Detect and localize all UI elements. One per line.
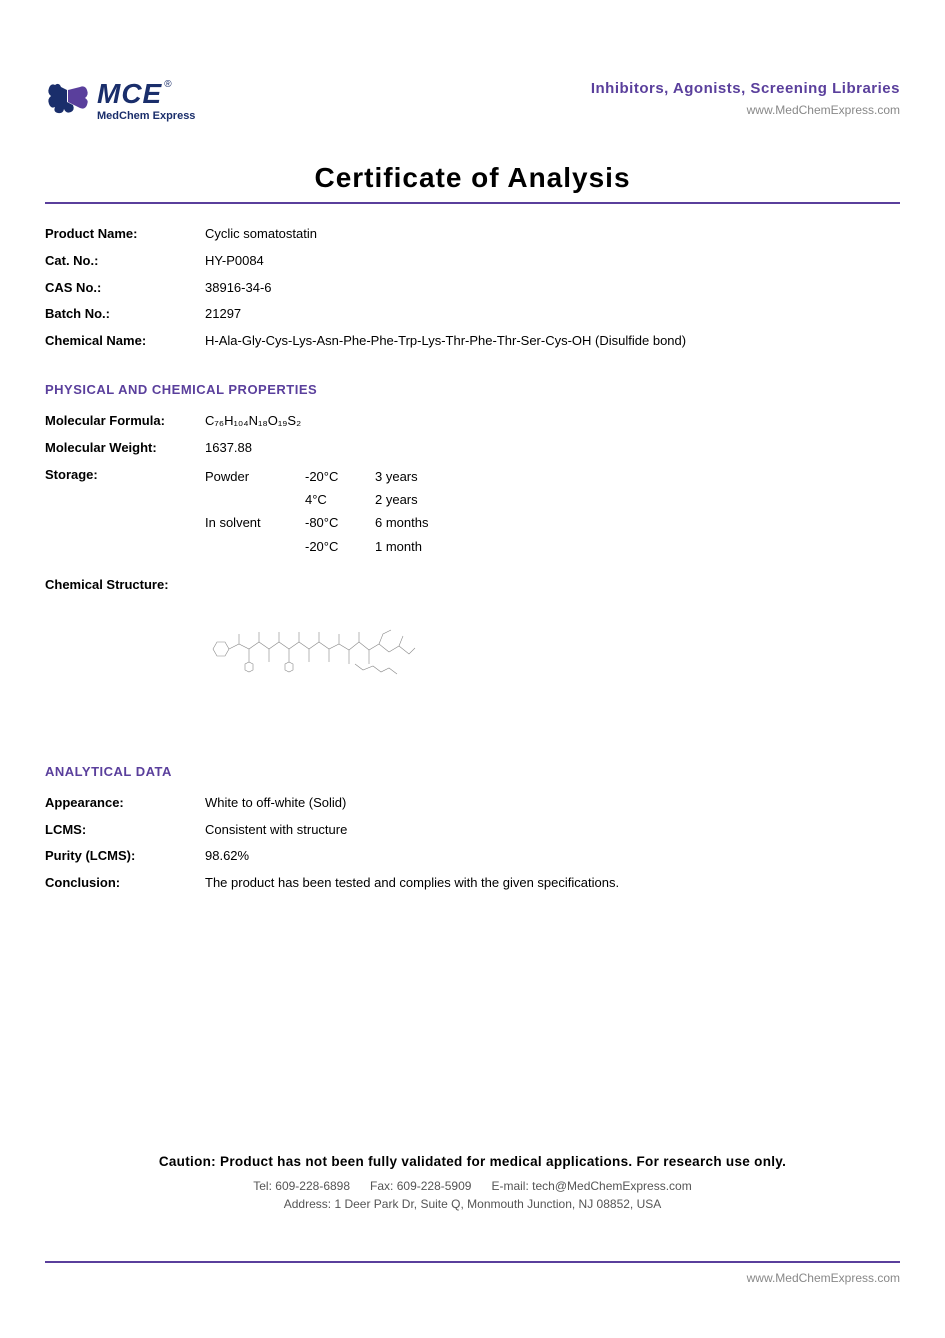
- value-lcms: Consistent with structure: [205, 820, 900, 841]
- value-chemical-name: H-Ala-Gly-Cys-Lys-Asn-Phe-Phe-Trp-Lys-Th…: [205, 331, 900, 352]
- field-cat-no: Cat. No.: HY-P0084: [45, 251, 900, 272]
- logo-abbr: MCE®: [97, 80, 195, 108]
- caution-text: Caution: Product has not been fully vali…: [45, 1154, 900, 1169]
- label-molecular-weight: Molecular Weight:: [45, 438, 205, 459]
- mce-logo-icon: [45, 80, 91, 122]
- value-storage: Powder -20°C 3 years 4°C 2 years In solv…: [205, 465, 900, 565]
- storage-duration: 6 months: [375, 511, 465, 534]
- tagline-block: Inhibitors, Agonists, Screening Librarie…: [591, 80, 900, 117]
- tel-label: Tel:: [253, 1179, 272, 1193]
- tagline-text: Inhibitors, Agonists, Screening Librarie…: [591, 80, 900, 97]
- label-cat-no: Cat. No.:: [45, 251, 205, 272]
- document-title: Certificate of Analysis: [45, 162, 900, 194]
- field-batch-no: Batch No.: 21297: [45, 304, 900, 325]
- value-cas-no: 38916-34-6: [205, 278, 900, 299]
- storage-row: Powder -20°C 3 years: [205, 465, 465, 488]
- storage-form: [205, 488, 305, 511]
- storage-row: In solvent -80°C 6 months: [205, 511, 465, 534]
- fax-value: 609-228-5909: [397, 1179, 472, 1193]
- tel-value: 609-228-6898: [275, 1179, 350, 1193]
- storage-form: In solvent: [205, 511, 305, 534]
- footer-block: Caution: Product has not been fully vali…: [45, 1154, 900, 1211]
- registered-mark: ®: [164, 79, 171, 90]
- storage-temp: -20°C: [305, 465, 375, 488]
- certificate-page: MCE® MedChem Express Inhibitors, Agonist…: [0, 0, 945, 1315]
- label-chemical-name: Chemical Name:: [45, 331, 205, 352]
- value-conclusion: The product has been tested and complies…: [205, 873, 900, 894]
- physchem-heading: PHYSICAL AND CHEMICAL PROPERTIES: [45, 382, 900, 397]
- page-header: MCE® MedChem Express Inhibitors, Agonist…: [45, 80, 900, 122]
- label-appearance: Appearance:: [45, 793, 205, 814]
- field-chemical-structure: Chemical Structure:: [45, 575, 900, 596]
- product-info-section: Product Name: Cyclic somatostatin Cat. N…: [45, 224, 900, 352]
- value-appearance: White to off-white (Solid): [205, 793, 900, 814]
- address-value: 1 Deer Park Dr, Suite Q, Monmouth Juncti…: [334, 1197, 661, 1211]
- value-batch-no: 21297: [205, 304, 900, 325]
- value-product-name: Cyclic somatostatin: [205, 224, 900, 245]
- field-conclusion: Conclusion: The product has been tested …: [45, 873, 900, 894]
- website-link-top[interactable]: www.MedChemExpress.com: [591, 103, 900, 117]
- storage-temp: 4°C: [305, 488, 375, 511]
- address-line: Address: 1 Deer Park Dr, Suite Q, Monmou…: [45, 1197, 900, 1211]
- label-lcms: LCMS:: [45, 820, 205, 841]
- address-label: Address:: [284, 1197, 331, 1211]
- title-divider: [45, 202, 900, 204]
- storage-form: [205, 535, 305, 558]
- molecule-icon: [205, 614, 425, 684]
- value-cat-no: HY-P0084: [205, 251, 900, 272]
- label-product-name: Product Name:: [45, 224, 205, 245]
- label-purity: Purity (LCMS):: [45, 846, 205, 867]
- value-purity: 98.62%: [205, 846, 900, 867]
- chemical-structure-diagram: [205, 614, 425, 684]
- storage-duration: 1 month: [375, 535, 465, 558]
- field-lcms: LCMS: Consistent with structure: [45, 820, 900, 841]
- value-molecular-formula: C₇₆H₁₀₄N₁₈O₁₉S₂: [205, 411, 900, 432]
- logo-subtitle: MedChem Express: [97, 110, 195, 122]
- value-molecular-weight: 1637.88: [205, 438, 900, 459]
- label-chemical-structure: Chemical Structure:: [45, 575, 205, 596]
- contact-line: Tel: 609-228-6898 Fax: 609-228-5909 E-ma…: [45, 1179, 900, 1193]
- label-cas-no: CAS No.:: [45, 278, 205, 299]
- label-batch-no: Batch No.:: [45, 304, 205, 325]
- logo-block: MCE® MedChem Express: [45, 80, 195, 122]
- field-storage: Storage: Powder -20°C 3 years 4°C 2 year…: [45, 465, 900, 565]
- label-conclusion: Conclusion:: [45, 873, 205, 894]
- storage-row: -20°C 1 month: [205, 535, 465, 558]
- fax-label: Fax:: [370, 1179, 393, 1193]
- logo-main: MCE® MedChem Express: [45, 80, 195, 122]
- email-label: E-mail:: [491, 1179, 528, 1193]
- storage-table: Powder -20°C 3 years 4°C 2 years In solv…: [205, 465, 465, 559]
- field-purity: Purity (LCMS): 98.62%: [45, 846, 900, 867]
- storage-duration: 2 years: [375, 488, 465, 511]
- field-cas-no: CAS No.: 38916-34-6: [45, 278, 900, 299]
- storage-temp: -20°C: [305, 535, 375, 558]
- footer-divider: [45, 1261, 900, 1263]
- field-appearance: Appearance: White to off-white (Solid): [45, 793, 900, 814]
- storage-duration: 3 years: [375, 465, 465, 488]
- analytical-section: Appearance: White to off-white (Solid) L…: [45, 793, 900, 894]
- website-link-bottom[interactable]: www.MedChemExpress.com: [45, 1271, 900, 1285]
- physchem-section: Molecular Formula: C₇₆H₁₀₄N₁₈O₁₉S₂ Molec…: [45, 411, 900, 684]
- analytical-heading: ANALYTICAL DATA: [45, 764, 900, 779]
- label-storage: Storage:: [45, 465, 205, 565]
- email-value[interactable]: tech@MedChemExpress.com: [532, 1179, 692, 1193]
- storage-row: 4°C 2 years: [205, 488, 465, 511]
- storage-form: Powder: [205, 465, 305, 488]
- field-product-name: Product Name: Cyclic somatostatin: [45, 224, 900, 245]
- field-chemical-name: Chemical Name: H-Ala-Gly-Cys-Lys-Asn-Phe…: [45, 331, 900, 352]
- field-molecular-formula: Molecular Formula: C₇₆H₁₀₄N₁₈O₁₉S₂: [45, 411, 900, 432]
- field-molecular-weight: Molecular Weight: 1637.88: [45, 438, 900, 459]
- logo-abbr-text: MCE: [97, 78, 162, 109]
- storage-temp: -80°C: [305, 511, 375, 534]
- logo-text: MCE® MedChem Express: [97, 80, 195, 122]
- label-molecular-formula: Molecular Formula:: [45, 411, 205, 432]
